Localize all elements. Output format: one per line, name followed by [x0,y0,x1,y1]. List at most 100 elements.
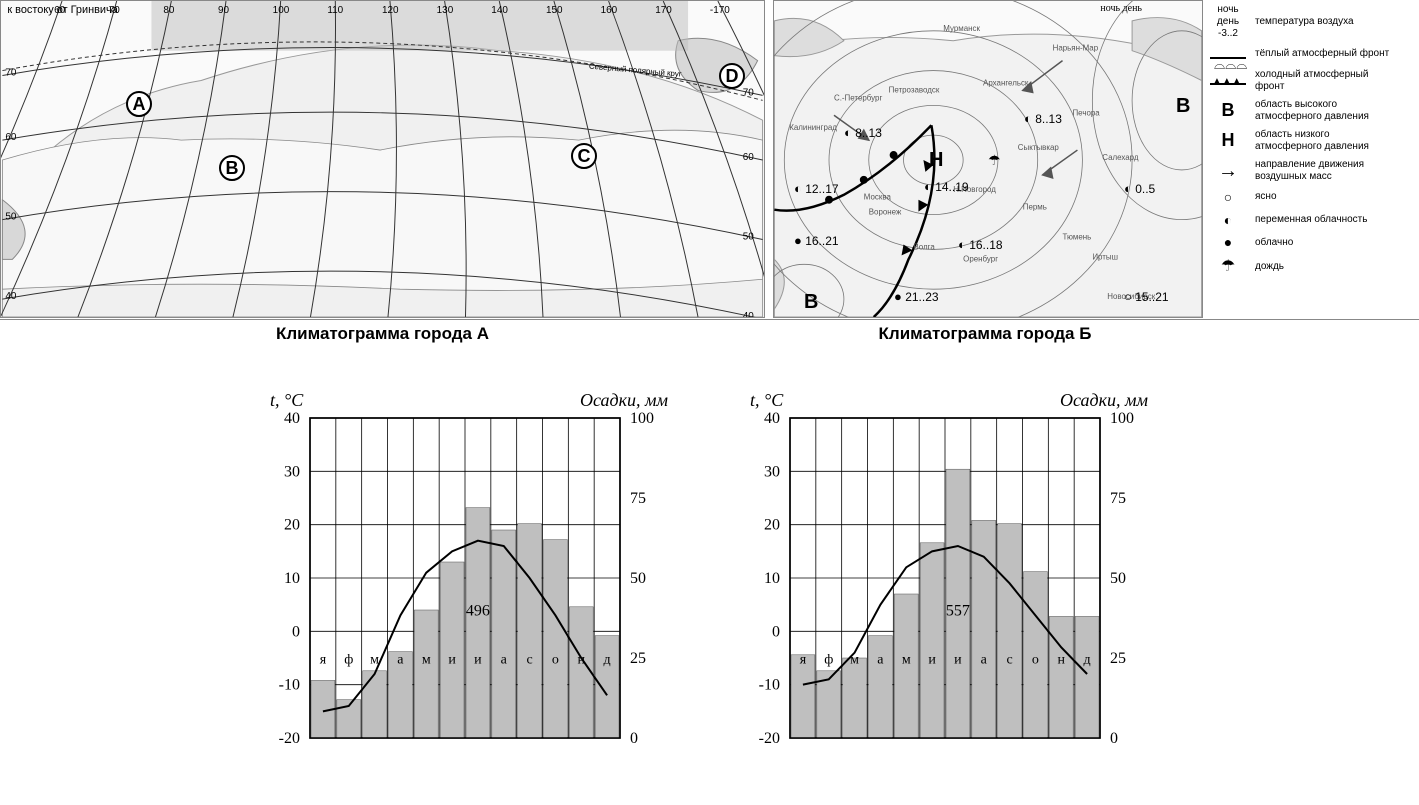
svg-text:Осадки, мм: Осадки, мм [1060,390,1149,410]
weather-point: ◐ 16..18 [958,237,1003,252]
svg-text:а: а [397,652,404,667]
city-marker-a: A [126,91,152,117]
svg-text:я: я [799,652,806,667]
svg-text:40: 40 [764,410,780,427]
night-day-label: ночь день [1100,3,1142,14]
svg-text:-20: -20 [758,730,779,747]
city-marker-d: D [719,63,745,89]
pressure-mark: В [1176,95,1190,118]
svg-text:60: 60 [743,152,755,163]
svg-text:Мурманск: Мурманск [943,24,980,33]
top-row: Северный полярный круг к востоку от Грин… [0,0,1419,320]
pressure-mark: Н [929,149,943,172]
legend-item: ночь день-3..2температура воздуха [1209,4,1397,40]
svg-text:t, °C: t, °C [270,390,304,410]
weather-point: ◐ 14..19 [924,179,969,194]
svg-text:170: 170 [655,5,672,16]
weather-point: ◐ 8..13 [844,125,882,140]
chart-b: t, °CОсадки, мм-20-100102030400255075100… [720,378,1180,798]
svg-text:с: с [1006,652,1012,667]
svg-text:20: 20 [764,517,780,534]
svg-text:и: и [954,652,962,667]
svg-text:70: 70 [5,68,17,79]
svg-text:110: 110 [327,5,343,16]
svg-text:75: 75 [630,490,646,507]
svg-text:Сыктывкар: Сыктывкар [1018,143,1060,152]
svg-text:д: д [1083,652,1090,667]
svg-text:м: м [901,652,910,667]
svg-text:496: 496 [465,602,489,619]
svg-text:80: 80 [163,5,175,16]
svg-text:Калининград: Калининград [789,123,837,132]
svg-text:Волга: Волга [913,242,935,251]
svg-text:50: 50 [5,212,17,223]
weather-point: ◐ 8..13 [1024,111,1062,126]
svg-text:130: 130 [437,5,454,16]
city-marker-c: C [571,143,597,169]
caption-a: Климатограмма города А [0,324,765,344]
svg-text:50: 50 [630,570,646,587]
svg-text:-10: -10 [758,677,779,694]
weather-point: ○ 15..21 [1124,289,1169,304]
legend-item: Вобласть высокого атмосферного давления [1209,99,1397,123]
svg-text:и: и [474,652,482,667]
legend-item: ○ясно [1209,189,1397,206]
svg-text:60: 60 [54,5,66,16]
svg-text:30: 30 [764,463,780,480]
svg-text:120: 120 [382,5,399,16]
legend-item: ◐переменная облачность [1209,212,1397,229]
svg-text:0: 0 [292,623,300,640]
weather-point: ◐ 12..17 [794,181,839,196]
weather-point: ◐ 0..5 [1124,181,1155,196]
svg-text:60: 60 [5,132,17,143]
svg-text:100: 100 [1110,410,1134,427]
svg-text:Пермь: Пермь [1023,203,1047,212]
svg-text:100: 100 [273,5,290,16]
caption-b: Климатограмма города Б [765,324,1205,344]
legend: ночь день-3..2температура воздуха⌓⌓⌓тёпл… [1203,0,1403,318]
svg-text:и: и [928,652,936,667]
map-left-svg: Северный полярный круг к востоку от Грин… [1,1,764,317]
svg-text:Петрозаводск: Петрозаводск [889,85,940,94]
svg-text:а: а [980,652,987,667]
svg-text:и: и [448,652,456,667]
svg-text:Нарьян-Мар: Нарьян-Мар [1053,44,1099,53]
svg-text:ф: ф [824,652,833,667]
svg-text:м: м [421,652,430,667]
svg-text:д: д [603,652,610,667]
svg-text:25: 25 [630,650,646,667]
svg-text:20: 20 [284,517,300,534]
svg-text:Салехард: Салехард [1102,153,1139,162]
svg-text:а: а [500,652,507,667]
svg-text:Москва: Москва [864,193,892,202]
svg-text:50: 50 [743,231,755,242]
svg-text:140: 140 [491,5,508,16]
svg-text:Осадки, мм: Осадки, мм [580,390,669,410]
svg-text:30: 30 [284,463,300,480]
svg-text:-20: -20 [278,730,299,747]
svg-text:0: 0 [1110,730,1118,747]
svg-text:10: 10 [764,570,780,587]
svg-text:50: 50 [1110,570,1126,587]
svg-text:75: 75 [1110,490,1126,507]
svg-text:40: 40 [284,410,300,427]
svg-text:100: 100 [630,410,654,427]
svg-text:я: я [319,652,326,667]
svg-text:557: 557 [945,602,969,619]
svg-text:Архангельск: Архангельск [983,78,1029,87]
svg-text:-170: -170 [710,5,730,16]
map-russia-large: Северный полярный круг к востоку от Грин… [0,0,765,318]
svg-text:0: 0 [630,730,638,747]
svg-text:☂: ☂ [988,152,1000,168]
pressure-mark: В [804,291,818,314]
map-right-svg: ☂ МурманскНарьян-МарАрхангельскС.-Петерб… [774,1,1202,317]
svg-text:а: а [877,652,884,667]
svg-text:160: 160 [601,5,618,16]
captions-row: Климатограмма города А Климатограмма гор… [0,320,1419,348]
svg-text:н: н [1057,652,1065,667]
city-marker-b: B [219,155,245,181]
svg-text:ф: ф [344,652,353,667]
legend-item: ●облачно [1209,234,1397,251]
legend-item: ☂дождь [1209,257,1397,276]
svg-text:Печора: Печора [1072,108,1100,117]
